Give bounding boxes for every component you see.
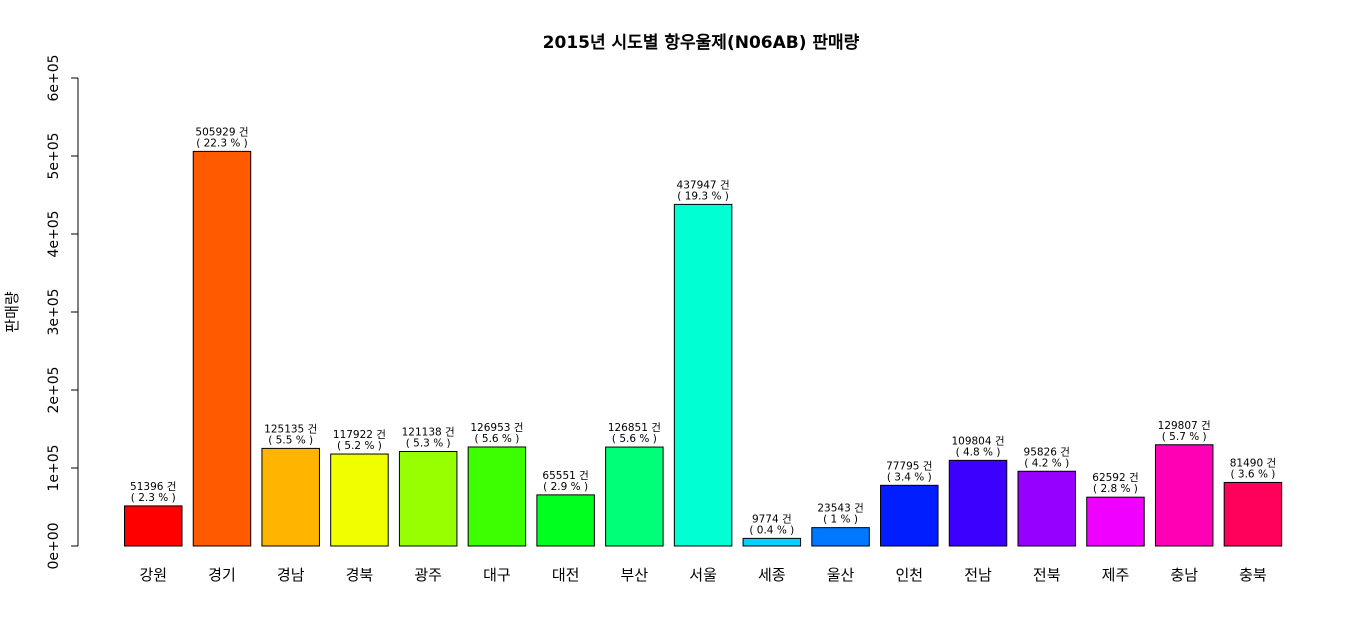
y-tick-label: 1e+05 bbox=[46, 444, 62, 491]
bar-percent-label: ( 5.6 % ) bbox=[474, 433, 519, 445]
bar-percent-label: ( 5.7 % ) bbox=[1162, 431, 1207, 443]
x-tick-label: 강원 bbox=[139, 566, 167, 584]
bar-percent-label: ( 5.3 % ) bbox=[406, 438, 451, 450]
bar-percent-label: ( 4.2 % ) bbox=[1024, 457, 1069, 469]
x-tick-label: 경기 bbox=[208, 566, 236, 584]
x-tick-label: 세종 bbox=[758, 566, 786, 584]
x-tick-label: 광주 bbox=[414, 566, 442, 584]
bar-percent-label: ( 19.3 % ) bbox=[677, 190, 729, 202]
bar-count-label: 109804 건 bbox=[951, 435, 1004, 447]
bars bbox=[124, 150, 1283, 547]
bar bbox=[811, 527, 870, 547]
data-labels: 51396 건( 2.3 % ) 505929 건( 22.3 % ) 125135… bbox=[130, 126, 1276, 536]
bar bbox=[124, 505, 183, 547]
bar-count-label: 9774 건 bbox=[752, 513, 792, 525]
bar-percent-label: ( 5.5 % ) bbox=[268, 434, 313, 446]
bar-percent-label: ( 0.4 % ) bbox=[749, 524, 794, 536]
bar-percent-label: ( 22.3 % ) bbox=[196, 137, 248, 149]
y-tick-label: 5e+05 bbox=[46, 132, 62, 179]
bar-count-label: 62592 건 bbox=[1092, 472, 1138, 484]
bar bbox=[330, 453, 389, 547]
bar-count-label: 126953 건 bbox=[470, 422, 523, 434]
bar-count-label: 126851 건 bbox=[608, 422, 661, 434]
bar-percent-label: ( 3.6 % ) bbox=[1230, 468, 1275, 480]
bar-percent-label: ( 2.9 % ) bbox=[543, 481, 588, 493]
bar-percent-label: ( 1 % ) bbox=[823, 514, 858, 526]
bar bbox=[261, 447, 320, 547]
bar-percent-label: ( 5.6 % ) bbox=[612, 433, 657, 445]
bar bbox=[673, 203, 733, 547]
x-tick-label: 대전 bbox=[552, 566, 580, 584]
x-tick-label: 충남 bbox=[1170, 566, 1198, 584]
bar-count-label: 81490 건 bbox=[1230, 457, 1276, 469]
x-tick-label: 전북 bbox=[1033, 566, 1061, 584]
x-tick-label: 서울 bbox=[689, 566, 717, 584]
bar-percent-label: ( 5.2 % ) bbox=[337, 440, 382, 452]
bar-count-label: 77795 건 bbox=[886, 460, 932, 472]
x-tick-label: 울산 bbox=[827, 566, 855, 584]
x-tick-label: 대구 bbox=[483, 566, 511, 584]
bar-percent-label: ( 3.4 % ) bbox=[887, 471, 932, 483]
bar-count-label: 65551 건 bbox=[542, 470, 588, 482]
bar-count-label: 23543 건 bbox=[817, 503, 863, 515]
bar bbox=[880, 484, 939, 547]
x-tick-label: 경남 bbox=[277, 566, 305, 584]
x-tick-label: 제주 bbox=[1102, 566, 1130, 584]
bar bbox=[536, 494, 595, 547]
bar-count-label: 437947 건 bbox=[677, 179, 730, 191]
chart-title: 2015년 시도별 항우울제(N06AB) 판매량 bbox=[543, 32, 860, 53]
y-tick-label: 4e+05 bbox=[46, 210, 62, 257]
bar-count-label: 505929 건 bbox=[195, 126, 248, 138]
bar bbox=[1017, 470, 1076, 547]
bar bbox=[948, 459, 1008, 547]
bar-count-label: 125135 건 bbox=[264, 423, 317, 435]
bar bbox=[605, 446, 664, 547]
bar bbox=[1086, 496, 1145, 547]
x-axis-tick-labels: 강원 경기 경남 경북 광주 대구 대전 부산 서울 세종 울산 인천 전남 전북 제주 충남 충북 bbox=[139, 566, 1266, 584]
bar bbox=[742, 537, 802, 547]
bar-count-label: 129807 건 bbox=[1158, 420, 1211, 432]
y-axis: 0e+00 1e+05 2e+05 3e+05 4e+05 5e+05 6e+05 bbox=[46, 54, 79, 570]
x-tick-label: 경북 bbox=[346, 566, 374, 584]
bar-count-label: 121138 건 bbox=[402, 427, 455, 439]
bar-percent-label: ( 2.8 % ) bbox=[1093, 483, 1138, 495]
y-tick-label: 6e+05 bbox=[46, 54, 62, 101]
y-tick-label: 3e+05 bbox=[46, 288, 62, 335]
bar-count-label: 51396 건 bbox=[130, 481, 176, 493]
x-tick-label: 충북 bbox=[1239, 566, 1267, 584]
bar bbox=[467, 446, 527, 547]
x-tick-label: 인천 bbox=[895, 566, 923, 584]
bar-percent-label: ( 2.3 % ) bbox=[131, 492, 176, 504]
y-tick-label: 2e+05 bbox=[46, 366, 62, 413]
x-tick-label: 전남 bbox=[964, 566, 992, 584]
bar-percent-label: ( 4.8 % ) bbox=[956, 446, 1001, 458]
bar bbox=[1154, 444, 1214, 547]
y-tick-label: 0e+00 bbox=[46, 522, 62, 569]
bar bbox=[1223, 481, 1283, 547]
bar bbox=[398, 451, 458, 547]
bar-count-label: 117922 건 bbox=[333, 429, 386, 441]
bar-count-label: 95826 건 bbox=[1024, 446, 1070, 458]
x-tick-label: 부산 bbox=[621, 566, 649, 584]
y-axis-label: 판매량 bbox=[3, 291, 21, 333]
bar bbox=[192, 150, 252, 547]
